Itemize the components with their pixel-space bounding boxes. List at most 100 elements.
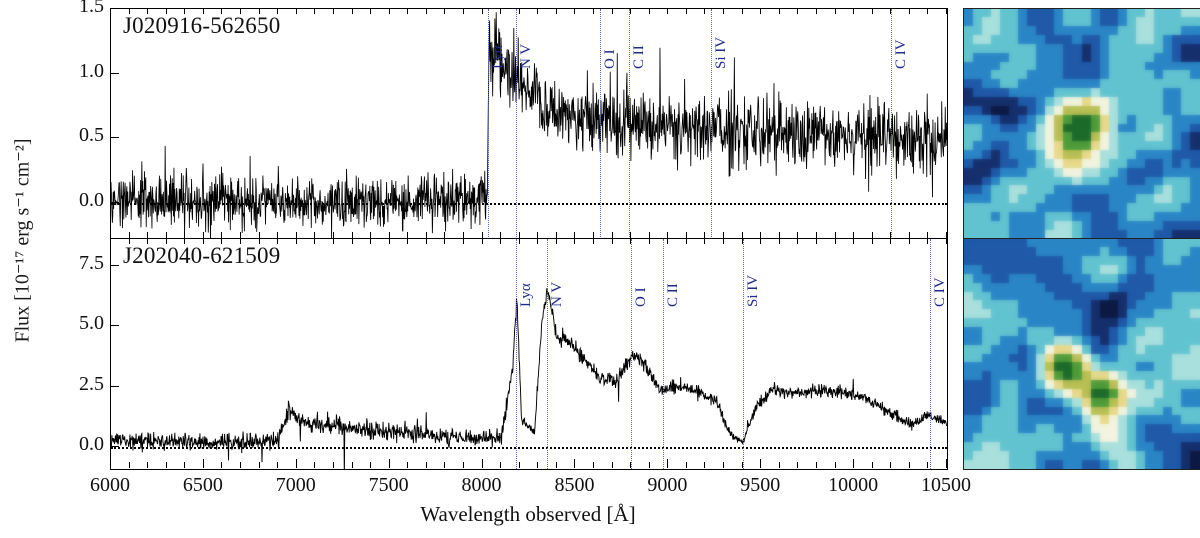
x-axis-minor-tick bbox=[611, 462, 613, 468]
x-axis-minor-tick bbox=[667, 232, 669, 238]
x-axis-minor-tick bbox=[147, 232, 149, 238]
emission-line-label: Si IV bbox=[744, 274, 761, 307]
emission-line-label: N V bbox=[548, 281, 565, 307]
x-axis-minor-tick bbox=[462, 232, 464, 238]
x-axis-minor-tick bbox=[723, 238, 725, 244]
y-axis-tick bbox=[110, 201, 119, 203]
x-axis-minor-tick bbox=[481, 462, 483, 468]
x-axis-minor-tick bbox=[277, 462, 279, 468]
x-axis-minor-tick bbox=[815, 232, 817, 238]
x-axis-minor-tick bbox=[760, 462, 762, 468]
x-axis-minor-tick bbox=[741, 238, 743, 244]
emission-line-marker bbox=[546, 239, 548, 469]
x-axis-minor-tick bbox=[537, 232, 539, 238]
x-axis-minor-tick bbox=[332, 462, 334, 468]
emission-line-marker bbox=[930, 239, 932, 469]
x-axis-minor-tick bbox=[593, 8, 595, 14]
y-axis-tick bbox=[110, 264, 119, 266]
cutout-image-top bbox=[963, 8, 1200, 240]
x-axis-minor-tick bbox=[853, 8, 855, 14]
x-axis-minor-tick bbox=[871, 8, 873, 14]
x-axis-minor-tick bbox=[630, 232, 632, 238]
x-axis-minor-tick bbox=[425, 238, 427, 244]
x-axis-minor-tick bbox=[332, 232, 334, 238]
x-axis-minor-tick bbox=[834, 238, 836, 244]
x-axis-minor-tick bbox=[685, 232, 687, 238]
x-axis-minor-tick bbox=[388, 232, 390, 238]
x-axis-minor-tick bbox=[165, 8, 167, 14]
x-axis-minor-tick bbox=[815, 238, 817, 244]
x-axis-minor-tick bbox=[946, 8, 947, 14]
x-axis-minor-tick bbox=[704, 238, 706, 244]
x-axis-minor-tick bbox=[853, 238, 855, 244]
y-axis-tick-label: 1.0 bbox=[79, 59, 104, 82]
x-axis-minor-tick bbox=[258, 8, 260, 14]
x-axis-minor-tick bbox=[704, 8, 706, 14]
x-axis-minor-tick bbox=[147, 238, 149, 244]
x-axis-minor-tick bbox=[908, 8, 910, 14]
x-axis-minor-tick bbox=[630, 8, 632, 14]
object-name-bottom: J202040-621509 bbox=[123, 243, 281, 268]
x-axis-minor-tick bbox=[165, 232, 167, 238]
x-axis-minor-tick bbox=[128, 232, 130, 238]
emission-line-marker bbox=[711, 9, 713, 239]
emission-line-label: O I bbox=[601, 49, 618, 69]
x-axis-minor-tick bbox=[797, 232, 799, 238]
x-axis-tick-label: 10000 bbox=[828, 474, 879, 496]
x-axis-minor-tick bbox=[760, 8, 762, 14]
x-axis-minor-tick bbox=[221, 238, 223, 244]
x-axis-minor-tick bbox=[407, 462, 409, 468]
x-axis-minor-tick bbox=[555, 8, 557, 14]
x-axis-minor-tick bbox=[444, 462, 446, 468]
x-axis-minor-tick bbox=[481, 238, 483, 244]
x-axis-minor-tick bbox=[370, 232, 372, 238]
x-axis-minor-tick bbox=[685, 462, 687, 468]
x-axis-minor-tick bbox=[555, 462, 557, 468]
x-axis-minor-tick bbox=[927, 232, 929, 238]
emission-line-label: C II bbox=[664, 283, 681, 307]
x-axis-minor-tick bbox=[444, 238, 446, 244]
spectrum-trace bbox=[111, 288, 947, 469]
x-axis-minor-tick bbox=[370, 462, 372, 468]
x-axis-minor-tick bbox=[425, 8, 427, 14]
x-axis-tick-label: 10500 bbox=[921, 474, 971, 496]
x-axis-minor-tick bbox=[667, 8, 669, 14]
y-axis-tick bbox=[110, 8, 119, 9]
x-axis-minor-tick bbox=[908, 232, 910, 238]
x-axis-minor-tick bbox=[295, 232, 297, 238]
x-axis-minor-tick bbox=[202, 8, 204, 14]
x-axis-minor-tick bbox=[537, 238, 539, 244]
x-axis-minor-tick bbox=[110, 238, 111, 244]
x-axis-minor-tick bbox=[778, 462, 780, 468]
x-axis-minor-tick bbox=[351, 232, 353, 238]
x-axis-minor-tick bbox=[593, 232, 595, 238]
x-axis-minor-tick bbox=[946, 232, 947, 238]
x-axis-minor-tick bbox=[407, 232, 409, 238]
x-axis-minor-tick bbox=[741, 8, 743, 14]
x-axis-minor-tick bbox=[723, 462, 725, 468]
x-axis-minor-tick bbox=[890, 462, 892, 468]
x-axis-minor-tick bbox=[500, 232, 502, 238]
y-axis-tick-label: 0.0 bbox=[79, 433, 104, 456]
emission-line-label: Lyα bbox=[517, 283, 534, 307]
y-axis-tick bbox=[110, 446, 119, 448]
y-axis-tick-label: 0.0 bbox=[79, 188, 104, 211]
x-axis-minor-tick bbox=[927, 462, 929, 468]
x-axis-minor-tick bbox=[258, 238, 260, 244]
x-axis-minor-tick bbox=[537, 462, 539, 468]
x-axis-tick-label: 6500 bbox=[182, 474, 223, 496]
y-axis-tick bbox=[110, 385, 119, 387]
x-axis-minor-tick bbox=[202, 238, 204, 244]
x-axis-minor-tick bbox=[797, 8, 799, 14]
x-axis-minor-tick bbox=[704, 462, 706, 468]
x-axis-minor-tick bbox=[723, 232, 725, 238]
x-axis-minor-tick bbox=[240, 462, 242, 468]
x-axis-minor-tick bbox=[667, 462, 669, 468]
y-axis-tick bbox=[110, 325, 119, 327]
x-axis-minor-tick bbox=[425, 462, 427, 468]
x-axis-minor-tick bbox=[871, 462, 873, 468]
x-axis-minor-tick bbox=[425, 232, 427, 238]
x-axis-minor-tick bbox=[630, 462, 632, 468]
x-axis-minor-tick bbox=[184, 462, 186, 468]
